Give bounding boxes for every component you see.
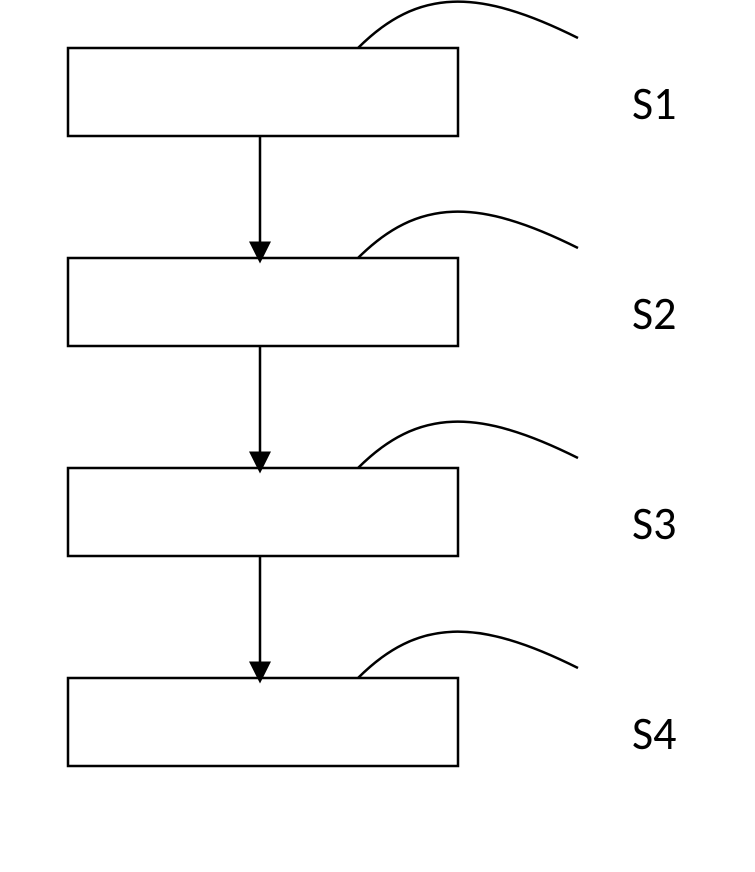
flowchart-diagram: S1 S2 S3 S4 <box>0 0 755 872</box>
step-label: S4 <box>632 706 676 762</box>
step-label: S1 <box>632 76 676 132</box>
step-label: S2 <box>632 286 676 342</box>
step-label: S3 <box>632 496 676 552</box>
